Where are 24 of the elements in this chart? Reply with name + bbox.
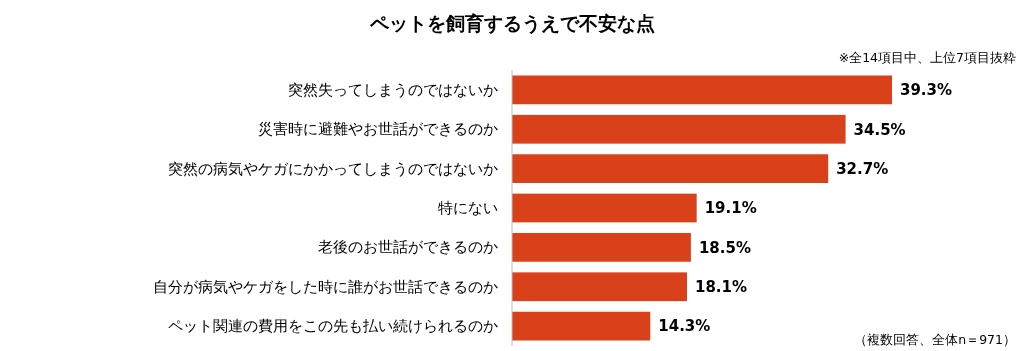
data-label: 32.7% (836, 159, 889, 178)
y-tick-label: 特にない (438, 200, 498, 217)
y-tick-label: 老後のお世話ができるのか (318, 239, 498, 256)
y-tick-label: 突然の病気やケガにかかってしまうのではないか (168, 160, 498, 177)
data-label: 18.5% (698, 238, 751, 257)
y-tick-label: 自分が病気やケガをした時に誰がお世話できるのか (153, 278, 498, 295)
data-label: 19.1% (704, 199, 757, 218)
text: ※全14項目中、上位7項目抜粋 (838, 50, 1016, 65)
data-label: 39.3% (900, 81, 953, 100)
annotation: （複数回答、全体n＝971） (854, 332, 1016, 347)
chart-title: ペットを飼育するうえで不安な点 (368, 12, 655, 35)
bar (512, 272, 688, 302)
y-tick-label: 突然失ってしまうのではないか (288, 81, 498, 98)
data-label: 18.1% (695, 277, 748, 296)
bar (512, 233, 691, 262)
bar (512, 193, 697, 223)
bar (512, 311, 651, 341)
y-tick-label: 災害時に避難やお世話ができるのか (258, 121, 498, 138)
bar (512, 154, 829, 183)
bar (512, 114, 846, 144)
data-label: 14.3% (658, 317, 711, 336)
data-label: 34.5% (853, 120, 906, 139)
y-tick-label: ペット関連の費用をこの先も払い続けられるのか (168, 318, 498, 335)
bar (512, 75, 892, 105)
